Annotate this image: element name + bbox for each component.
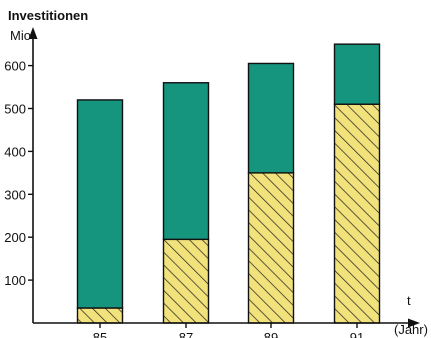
- bar-teal-segment-85: [76, 99, 124, 309]
- bar-hatched-segment-91: [333, 103, 381, 324]
- y-tick-label-100: 100: [4, 273, 26, 288]
- bar-hatched-segment-89: [247, 172, 295, 324]
- y-tick-label-300: 300: [4, 187, 26, 202]
- chart-title: Investitionen: [8, 8, 88, 23]
- bar-hatched-segment-85: [76, 307, 124, 324]
- x-axis-arrowhead: [408, 318, 420, 328]
- bar-teal-segment-87: [162, 82, 210, 241]
- x-tick-label-91: 91: [350, 330, 364, 338]
- y-tick-label-500: 500: [4, 102, 26, 117]
- x-tick-label-85: 85: [93, 330, 107, 338]
- bar-teal-segment-91: [333, 43, 381, 105]
- y-axis-arrowhead: [28, 27, 38, 39]
- y-axis-unit-label: Mio: [10, 28, 31, 43]
- bar-hatched-segment-87: [162, 238, 210, 324]
- x-tick-label-87: 87: [179, 330, 193, 338]
- bar-teal-segment-89: [247, 62, 295, 174]
- y-tick-label-400: 400: [4, 144, 26, 159]
- y-tick-label-600: 600: [4, 59, 26, 74]
- x-tick-label-89: 89: [264, 330, 278, 338]
- x-axis-label-t: t: [407, 293, 411, 308]
- y-tick-label-200: 200: [4, 230, 26, 245]
- x-axis-label-jahr: (Jahr): [394, 322, 428, 337]
